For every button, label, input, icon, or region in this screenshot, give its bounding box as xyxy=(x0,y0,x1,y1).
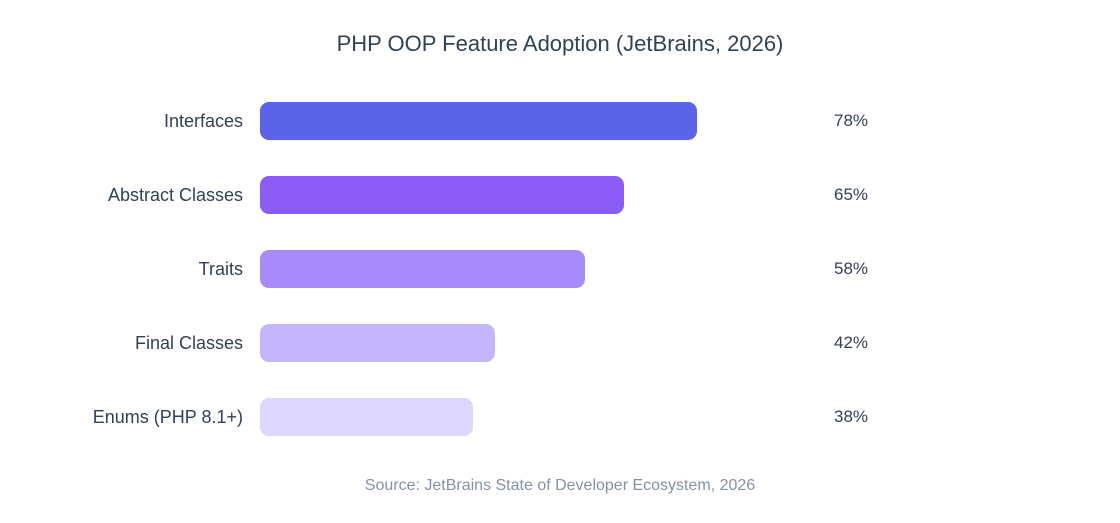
value-label: 42% xyxy=(834,333,869,352)
value-label: 58% xyxy=(834,259,869,278)
bar-abstract-classes xyxy=(260,176,624,214)
bar-row: Traits 58% xyxy=(0,250,1120,288)
bar-track xyxy=(260,176,820,214)
category-label: Traits xyxy=(198,258,243,279)
chart-title: PHP OOP Feature Adoption (JetBrains, 202… xyxy=(336,31,784,56)
value-label: 38% xyxy=(834,407,869,426)
bar-rows: Interfaces 78% Abstract Classes 65% Trai… xyxy=(0,102,1120,436)
bar-row: Interfaces 78% xyxy=(0,102,1120,140)
bar-row: Abstract Classes 65% xyxy=(0,176,1120,214)
source-caption: Source: JetBrains State of Developer Eco… xyxy=(364,477,756,494)
value-label: 65% xyxy=(834,185,869,204)
category-label: Final Classes xyxy=(134,332,243,353)
category-label: Interfaces xyxy=(163,110,243,131)
bar-track xyxy=(260,398,820,436)
bar-row: Final Classes 42% xyxy=(0,324,1120,362)
bar-row: Enums (PHP 8.1+) 38% xyxy=(0,398,1120,436)
bar-track xyxy=(260,324,820,362)
bar-interfaces xyxy=(260,102,697,140)
bar-final-classes xyxy=(260,324,496,362)
value-label: 78% xyxy=(834,111,869,130)
bar-traits xyxy=(260,250,585,288)
category-label: Abstract Classes xyxy=(107,184,243,205)
bar-track xyxy=(260,102,820,140)
category-label: Enums (PHP 8.1+) xyxy=(92,406,243,427)
bar-track xyxy=(260,250,820,288)
bar-enums xyxy=(260,398,473,436)
